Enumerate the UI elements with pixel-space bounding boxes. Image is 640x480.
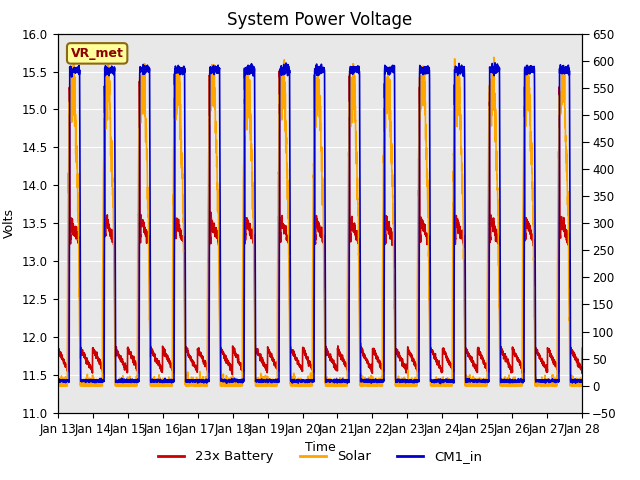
- 23x Battery: [54, 346, 61, 352]
- 23x Battery: [241, 65, 248, 71]
- Legend: 23x Battery, Solar, CM1_in: 23x Battery, Solar, CM1_in: [153, 445, 487, 468]
- 23x Battery: [409, 359, 417, 364]
- Solar: [148, 383, 156, 389]
- Y-axis label: Volts: Volts: [3, 208, 16, 238]
- CM1_in: [578, 379, 586, 384]
- CM1_in: [54, 378, 61, 384]
- CM1_in: [148, 377, 156, 383]
- Title: System Power Voltage: System Power Voltage: [227, 11, 413, 29]
- 23x Battery: [148, 350, 156, 356]
- 23x Battery: [578, 369, 586, 374]
- CM1_in: [438, 379, 445, 384]
- 23x Battery: [228, 372, 236, 377]
- CM1_in: [491, 60, 499, 66]
- Solar: [490, 55, 498, 60]
- 23x Battery: [579, 345, 586, 351]
- 23x Battery: [301, 349, 308, 355]
- CM1_in: [436, 381, 444, 386]
- Line: 23x Battery: 23x Battery: [58, 68, 582, 374]
- CM1_in: [408, 378, 416, 384]
- CM1_in: [467, 378, 475, 384]
- Solar: [467, 375, 475, 381]
- Line: CM1_in: CM1_in: [58, 63, 582, 384]
- Solar: [578, 382, 586, 388]
- Solar: [54, 383, 61, 389]
- CM1_in: [300, 378, 308, 384]
- Solar: [300, 383, 308, 389]
- CM1_in: [579, 379, 586, 384]
- Text: VR_met: VR_met: [70, 47, 124, 60]
- Solar: [579, 383, 586, 389]
- Solar: [408, 383, 416, 389]
- X-axis label: Time: Time: [305, 441, 335, 454]
- 23x Battery: [438, 370, 445, 375]
- Solar: [54, 375, 61, 381]
- Solar: [438, 383, 445, 389]
- Line: Solar: Solar: [58, 58, 582, 386]
- 23x Battery: [467, 359, 475, 364]
